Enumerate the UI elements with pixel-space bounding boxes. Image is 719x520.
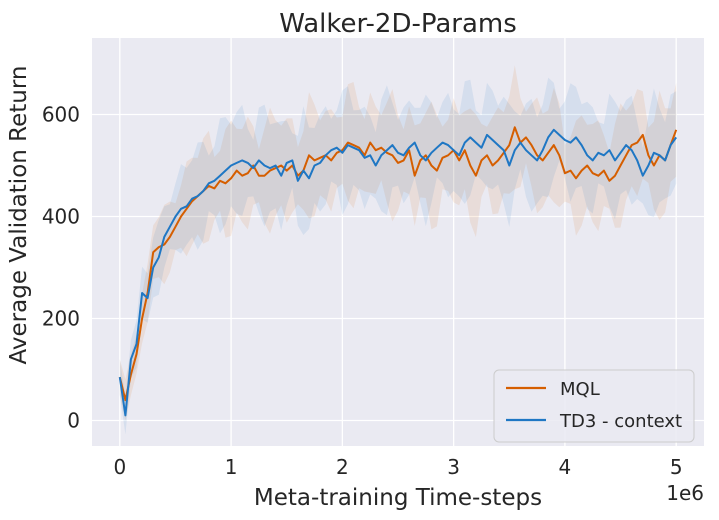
y-tick-label: 200 (42, 307, 80, 331)
x-tick-label: 2 (336, 455, 349, 479)
chart-title: Walker-2D-Params (279, 9, 517, 39)
x-tick-label: 5 (670, 455, 683, 479)
x-tick-label: 0 (113, 455, 126, 479)
x-tick-label: 4 (559, 455, 572, 479)
series-line-mql (118, 126, 678, 402)
y-axis-label: Average Validation Return (6, 66, 32, 365)
y-tick-label: 400 (42, 205, 80, 229)
legend: MQL TD3 - context (493, 369, 695, 443)
y-tick-label: 600 (42, 103, 80, 127)
x-tick-label: 1 (225, 455, 238, 479)
x-tick-label: 3 (447, 455, 460, 479)
confidence-band-td3-context (119, 77, 677, 435)
x-axis-offset-text: 1e6 (666, 481, 704, 505)
y-tick-label: 0 (67, 409, 80, 433)
series-line-td3-context (118, 128, 678, 417)
legend-label-mql: MQL (560, 379, 600, 400)
x-axis-label: Meta-training Time-steps (254, 485, 542, 511)
legend-label-td3-context: TD3 - context (559, 411, 682, 432)
